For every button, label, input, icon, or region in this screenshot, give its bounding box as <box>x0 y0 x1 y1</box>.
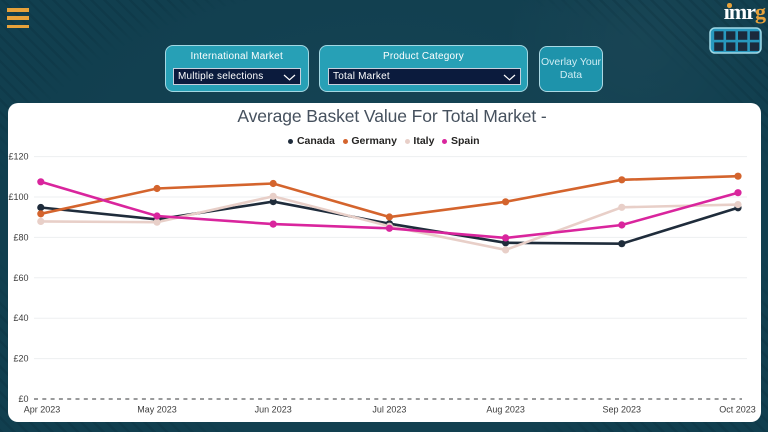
svg-text:£80: £80 <box>13 232 28 242</box>
svg-text:£60: £60 <box>13 273 28 283</box>
svg-text:Oct 2023: Oct 2023 <box>719 405 756 415</box>
svg-text:Jul 2023: Jul 2023 <box>372 405 406 415</box>
svg-text:£0: £0 <box>18 394 28 404</box>
svg-text:£40: £40 <box>13 313 28 323</box>
svg-text:£20: £20 <box>13 354 28 364</box>
svg-text:£100: £100 <box>8 192 28 202</box>
svg-text:Apr 2023: Apr 2023 <box>24 405 61 415</box>
svg-text:Jun 2023: Jun 2023 <box>255 405 292 415</box>
svg-text:May 2023: May 2023 <box>137 405 177 415</box>
svg-text:£120: £120 <box>8 152 28 162</box>
svg-text:Aug 2023: Aug 2023 <box>486 405 525 415</box>
svg-text:Sep 2023: Sep 2023 <box>603 405 642 415</box>
